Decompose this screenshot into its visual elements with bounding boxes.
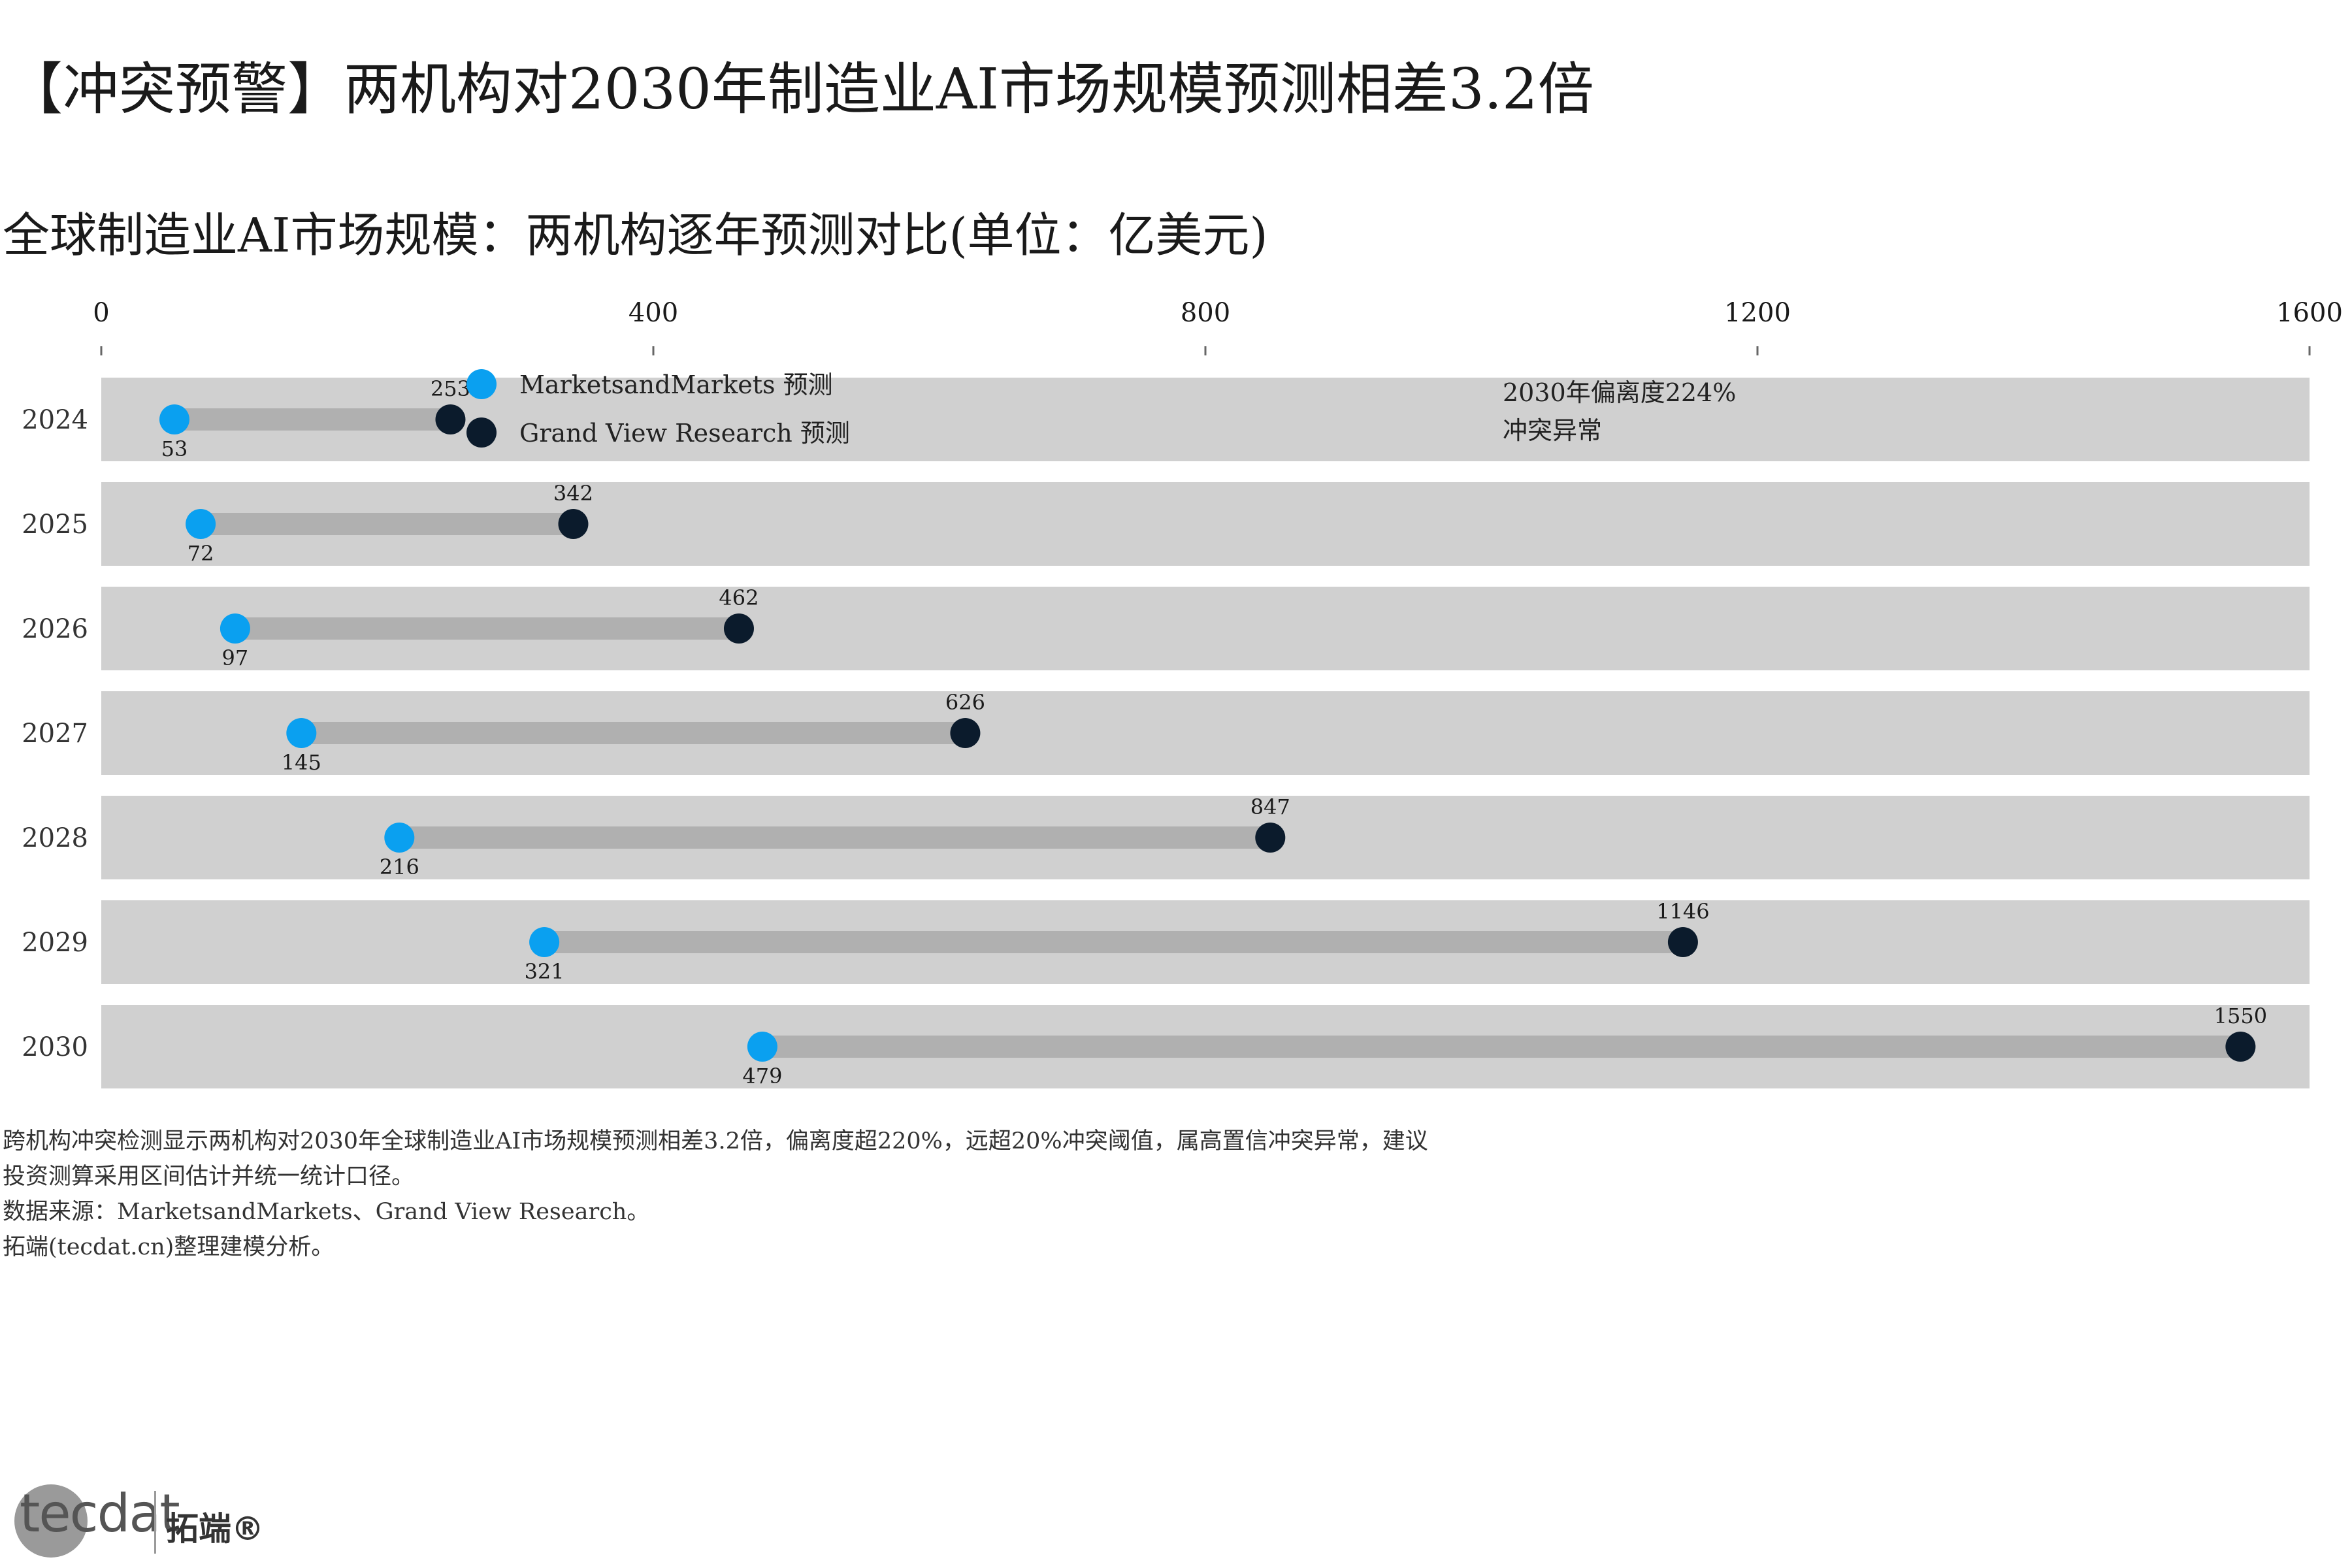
x-tick-label-800: 800 xyxy=(1181,298,1230,328)
point-mm-2028 xyxy=(384,823,415,853)
point-gv-2030 xyxy=(2225,1032,2256,1062)
headline: 【冲突预警】两机构对2030年制造业AI市场规模预测相差3.2倍 xyxy=(7,57,1594,122)
y-label-2029: 2029 xyxy=(22,928,88,958)
point-gv-2026 xyxy=(723,613,754,644)
caption-source: 数据来源：MarketsandMarkets、Grand View Resear… xyxy=(3,1199,650,1225)
x-tick-label-1600: 1600 xyxy=(2276,298,2343,328)
point-gv-2028 xyxy=(1255,823,1286,853)
label-gv-2030: 1550 xyxy=(2214,1004,2267,1028)
y-label-2026: 2026 xyxy=(22,614,88,644)
label-gv-2029: 1146 xyxy=(1656,899,1709,924)
label-gv-2027: 626 xyxy=(945,690,985,715)
annotation-line-2: 冲突异常 xyxy=(1503,416,1602,445)
caption-line-1: 跨机构冲突检测显示两机构对2030年全球制造业AI市场规模预测相差3.2倍，偏离… xyxy=(3,1128,1428,1154)
label-gv-2024: 253 xyxy=(431,376,470,401)
point-mm-2026 xyxy=(220,613,250,644)
y-label-2028: 2028 xyxy=(22,823,88,853)
label-mm-2028: 216 xyxy=(380,855,419,879)
caption-credit: 拓端(tecdat.cn)整理建模分析。 xyxy=(3,1234,335,1260)
y-label-2024: 2024 xyxy=(22,405,88,435)
logo-divider xyxy=(154,1491,156,1554)
label-gv-2026: 462 xyxy=(719,585,759,610)
logo-cn: 拓端® xyxy=(166,1510,264,1548)
x-tick-label-400: 400 xyxy=(629,298,678,328)
label-mm-2026: 97 xyxy=(222,645,249,670)
point-gv-2027 xyxy=(950,718,981,748)
legend-marker-mm xyxy=(466,369,497,399)
logo-circle xyxy=(14,1484,88,1558)
label-gv-2028: 847 xyxy=(1250,794,1290,819)
point-mm-2027 xyxy=(286,718,317,748)
point-mm-2030 xyxy=(747,1032,777,1062)
caption: 跨机构冲突检测显示两机构对2030年全球制造业AI市场规模预测相差3.2倍，偏离… xyxy=(3,1124,1428,1265)
legend-label-mm: MarketsandMarkets 预测 xyxy=(519,370,833,399)
label-mm-2027: 145 xyxy=(282,750,321,775)
point-gv-2029 xyxy=(1667,927,1698,957)
legend-marker-gv xyxy=(466,417,497,448)
caption-line-2: 投资测算采用区间估计并统一统计口径。 xyxy=(3,1164,415,1190)
label-mm-2029: 321 xyxy=(525,959,564,984)
y-label-2027: 2027 xyxy=(22,719,88,749)
point-gv-2024 xyxy=(435,404,466,434)
point-gv-2025 xyxy=(558,509,589,539)
label-mm-2024: 53 xyxy=(161,436,188,461)
y-label-2030: 2030 xyxy=(22,1032,88,1062)
logo-text: tecdat xyxy=(20,1483,180,1544)
label-mm-2025: 72 xyxy=(188,541,214,566)
legend-label-gv: Grand View Research 预测 xyxy=(519,419,850,448)
annotation-line-1: 2030年偏离度224% xyxy=(1503,378,1736,407)
label-gv-2025: 342 xyxy=(553,481,593,506)
point-mm-2024 xyxy=(159,404,189,434)
x-tick-label-1200: 1200 xyxy=(1724,298,1791,328)
x-tick-label-0: 0 xyxy=(93,298,109,328)
tecdat-logo: tecdat 拓端® xyxy=(14,1478,276,1563)
y-label-2025: 2025 xyxy=(22,510,88,540)
chart-title: 全球制造业AI市场规模：两机构逐年预测对比(单位：亿美元) xyxy=(3,208,1268,263)
dumbbell-chart: 0 400 800 1200 1600 2024 53 253 2025 72 342 2026 97 4… xyxy=(22,298,2343,1088)
point-mm-2025 xyxy=(186,509,216,539)
point-mm-2029 xyxy=(529,927,560,957)
label-mm-2030: 479 xyxy=(742,1064,782,1088)
